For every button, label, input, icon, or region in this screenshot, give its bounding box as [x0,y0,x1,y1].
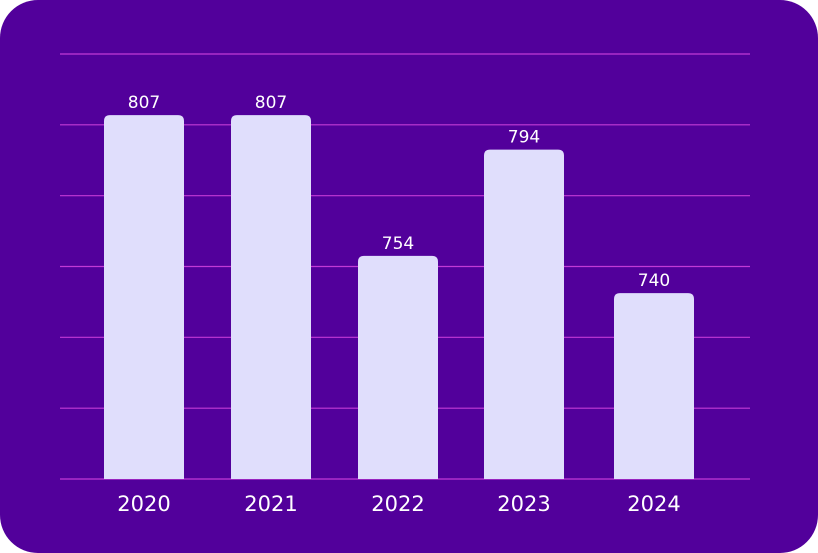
x-tick-label-2022: 2022 [371,492,424,516]
bar-2024 [614,293,694,479]
value-labels: 807 807 754 794 740 [128,93,670,291]
bar-2021 [231,115,311,479]
x-tick-label-2024: 2024 [627,492,680,516]
x-tick-label-2020: 2020 [117,492,170,516]
value-label-2023: 794 [508,128,540,148]
bar-2022 [358,255,438,479]
x-axis-ticks: 2020 2021 2022 2023 2024 [117,492,680,516]
bars [104,115,694,479]
value-label-2021: 807 [255,93,287,113]
x-tick-label-2021: 2021 [244,492,297,516]
value-label-2024: 740 [638,271,670,291]
bar-2020 [104,115,184,479]
value-label-2022: 754 [382,234,414,254]
x-tick-label-2023: 2023 [497,492,550,516]
value-label-2020: 807 [128,93,160,113]
bar-2023 [484,149,564,479]
